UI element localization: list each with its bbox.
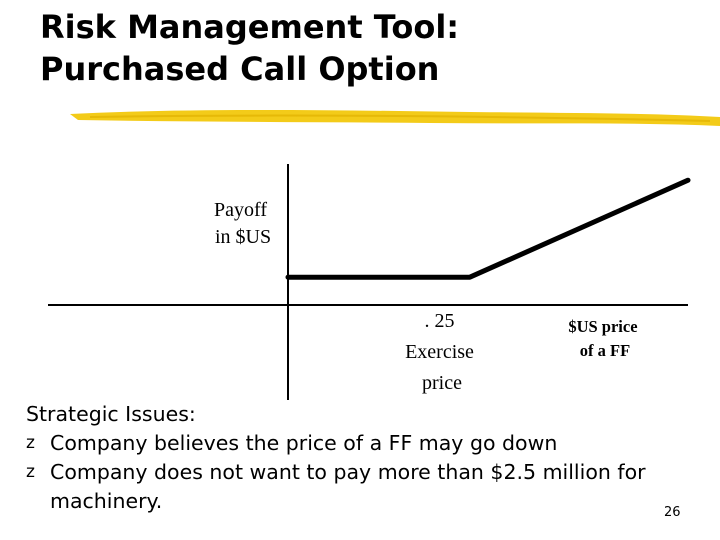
issue-text-line-2: machinery. — [50, 489, 163, 513]
title-underline — [70, 110, 720, 126]
y-axis-label: Payoff in $US — [214, 199, 272, 248]
slide-title: Risk Management Tool: Purchased Call Opt… — [40, 6, 700, 90]
issue-text: Company does not want to pay more than $… — [50, 458, 686, 516]
strategic-issues: Strategic Issues: z Company believes the… — [26, 400, 686, 516]
title-line-2: Purchased Call Option — [40, 50, 440, 88]
x-label-line-1: $US price — [568, 317, 637, 336]
x-axis-label: $US price of a FF — [568, 317, 641, 360]
issue-item: z Company does not want to pay more than… — [26, 458, 686, 516]
exercise-label-line-3: price — [422, 372, 462, 394]
highlighter-stroke — [70, 110, 720, 126]
issue-item: z Company believes the price of a FF may… — [26, 429, 686, 458]
title-line-1: Risk Management Tool: — [40, 8, 460, 46]
exercise-label-line-1: . 25 — [425, 310, 455, 332]
bullet-icon: z — [26, 462, 35, 482]
payoff-chart: Payoff in $US . 25 Exercise price $US pr… — [48, 164, 691, 400]
slide-number: 26 — [664, 505, 681, 520]
exercise-price-label: . 25 Exercise price — [405, 310, 479, 394]
highlighter-streak — [89, 114, 711, 122]
issues-heading: Strategic Issues: — [26, 402, 196, 426]
y-label-line-2: in $US — [215, 226, 271, 248]
bullet-icon: z — [26, 433, 35, 453]
x-label-line-2: of a FF — [580, 341, 630, 360]
exercise-label-line-2: Exercise — [405, 341, 474, 363]
payoff-line — [285, 177, 691, 280]
y-label-line-1: Payoff — [214, 199, 267, 221]
issue-text: Company believes the price of a FF may g… — [50, 431, 558, 455]
issue-text-line-1: Company does not want to pay more than $… — [50, 460, 646, 484]
